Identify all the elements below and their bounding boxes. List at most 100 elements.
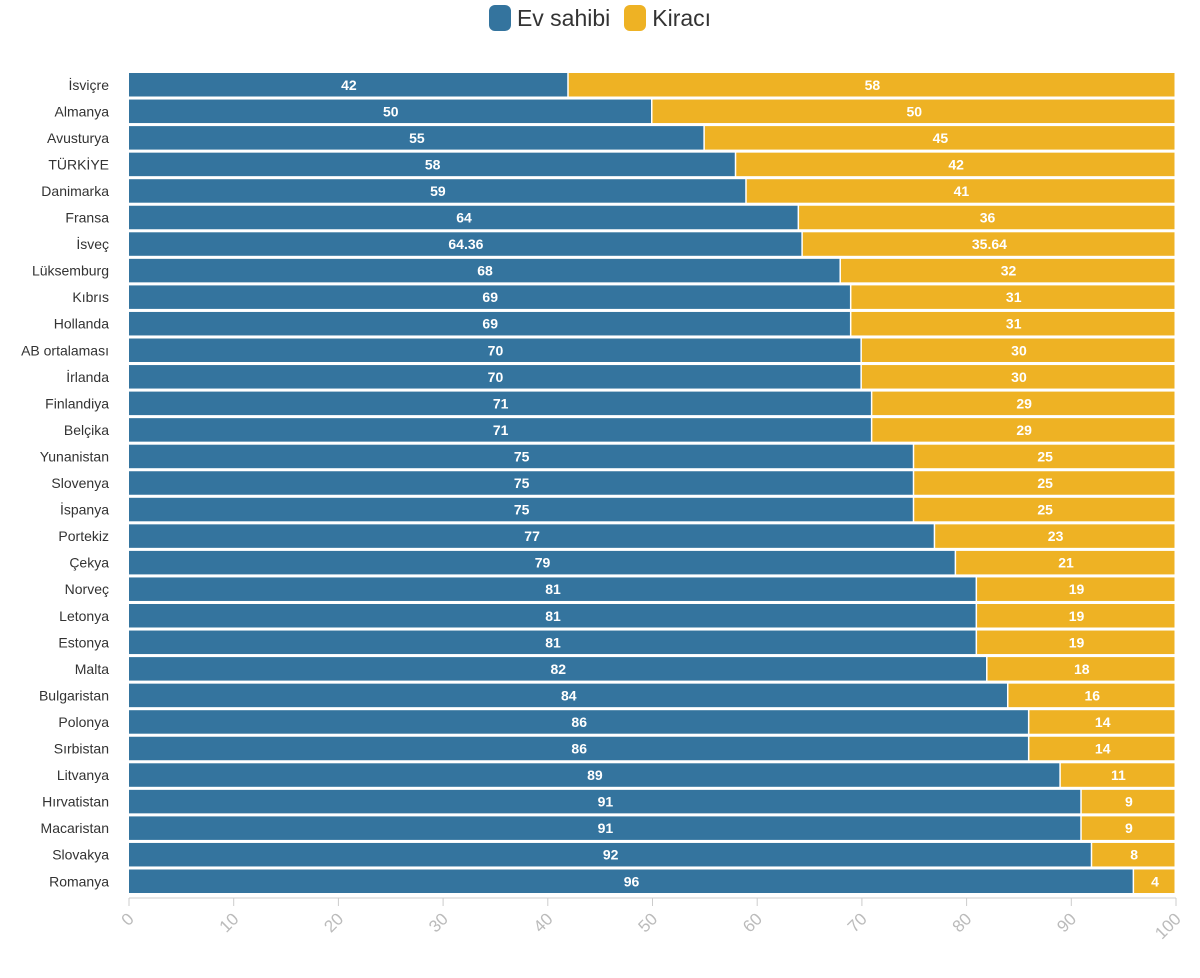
x-tick-label: 50 bbox=[635, 909, 662, 936]
bar-kiraci bbox=[914, 497, 1175, 522]
category-label: Estonya bbox=[58, 634, 109, 650]
bar-ev-sahibi bbox=[129, 630, 976, 655]
category-label: Finlandiya bbox=[45, 395, 109, 411]
legend-swatch-kiraci bbox=[624, 5, 647, 31]
bar-kiraci bbox=[1134, 869, 1175, 893]
legend-item-ev-sahibi[interactable]: Ev sahibi bbox=[488, 4, 611, 32]
x-tick-label: 80 bbox=[949, 909, 976, 936]
bar-kiraci bbox=[935, 524, 1175, 548]
data-label-ev-sahibi: 50 bbox=[383, 103, 399, 119]
category-label: Almanya bbox=[55, 103, 110, 119]
category-label: Litvanya bbox=[57, 767, 109, 783]
bar-kiraci bbox=[840, 258, 1175, 283]
bar-ev-sahibi bbox=[129, 205, 798, 230]
data-label-ev-sahibi: 42 bbox=[341, 77, 357, 93]
bar-ev-sahibi bbox=[129, 577, 976, 601]
data-label-kiraci: 11 bbox=[1111, 767, 1126, 783]
category-label: Bulgaristan bbox=[39, 687, 109, 703]
bar-ev-sahibi bbox=[129, 657, 987, 681]
bar-kiraci bbox=[736, 152, 1175, 177]
bar-kiraci bbox=[704, 126, 1175, 150]
bar-ev-sahibi bbox=[129, 418, 871, 442]
category-label: Kıbrıs bbox=[72, 289, 109, 305]
data-label-ev-sahibi: 71 bbox=[493, 395, 509, 411]
category-label: İsviçre bbox=[69, 76, 110, 93]
bar-kiraci bbox=[1008, 683, 1175, 708]
legend-swatch-ev-sahibi bbox=[488, 5, 511, 31]
bar-ev-sahibi bbox=[129, 391, 871, 416]
data-label-kiraci: 42 bbox=[948, 156, 964, 172]
data-label-kiraci: 29 bbox=[1016, 395, 1032, 411]
bar-kiraci bbox=[746, 179, 1175, 203]
data-label-ev-sahibi: 84 bbox=[561, 687, 577, 703]
bar-ev-sahibi bbox=[129, 73, 568, 97]
data-label-kiraci: 25 bbox=[1037, 448, 1053, 464]
bar-kiraci bbox=[652, 99, 1175, 124]
data-label-kiraci: 14 bbox=[1095, 741, 1111, 757]
bar-kiraci bbox=[851, 285, 1175, 309]
bar-ev-sahibi bbox=[129, 604, 976, 628]
data-label-ev-sahibi: 69 bbox=[482, 289, 498, 305]
data-label-kiraci: 25 bbox=[1037, 475, 1053, 491]
bar-ev-sahibi bbox=[129, 258, 840, 283]
bar-ev-sahibi bbox=[129, 869, 1133, 893]
category-label: Hırvatistan bbox=[42, 794, 109, 810]
x-tick-label: 10 bbox=[216, 909, 243, 936]
category-label: İrlanda bbox=[66, 368, 109, 385]
category-label: İspanya bbox=[60, 501, 109, 518]
data-label-kiraci: 41 bbox=[954, 183, 970, 199]
x-tick-label: 90 bbox=[1053, 909, 1080, 936]
x-tick-label: 70 bbox=[844, 909, 871, 936]
legend-item-kiraci[interactable]: Kiracı bbox=[624, 5, 711, 32]
bar-kiraci bbox=[1081, 789, 1175, 814]
x-tick-label: 0 bbox=[118, 909, 138, 929]
data-label-ev-sahibi: 69 bbox=[482, 316, 498, 332]
category-label: Fransa bbox=[65, 210, 109, 226]
bar-kiraci bbox=[987, 657, 1175, 681]
bar-ev-sahibi bbox=[129, 179, 746, 203]
data-label-ev-sahibi: 68 bbox=[477, 263, 493, 279]
category-label: Çekya bbox=[69, 555, 109, 571]
data-label-kiraci: 30 bbox=[1011, 369, 1027, 385]
category-label: AB ortalaması bbox=[21, 342, 109, 358]
data-label-ev-sahibi: 81 bbox=[545, 581, 561, 597]
data-label-kiraci: 23 bbox=[1048, 528, 1064, 544]
category-label: Sırbistan bbox=[54, 741, 109, 757]
x-tick-label: 60 bbox=[739, 909, 766, 936]
bar-ev-sahibi bbox=[129, 152, 735, 177]
data-label-kiraci: 31 bbox=[1006, 316, 1022, 332]
category-label: Macaristan bbox=[41, 820, 109, 836]
data-label-ev-sahibi: 70 bbox=[488, 369, 504, 385]
bar-ev-sahibi bbox=[129, 444, 913, 469]
bar-kiraci bbox=[977, 577, 1175, 601]
legend: Ev sahibi Kiracı bbox=[0, 0, 1200, 36]
bar-ev-sahibi bbox=[129, 99, 651, 124]
data-label-kiraci: 25 bbox=[1037, 502, 1053, 518]
data-label-ev-sahibi: 86 bbox=[571, 714, 587, 730]
category-label: Romanya bbox=[49, 873, 109, 889]
data-label-kiraci: 31 bbox=[1006, 289, 1022, 305]
bar-ev-sahibi bbox=[129, 524, 934, 548]
bar-kiraci bbox=[1092, 842, 1175, 867]
bar-ev-sahibi bbox=[129, 285, 850, 309]
data-label-ev-sahibi: 92 bbox=[603, 847, 619, 863]
category-label: Norveç bbox=[65, 581, 109, 597]
data-label-ev-sahibi: 91 bbox=[598, 794, 614, 810]
bar-kiraci bbox=[861, 338, 1175, 362]
data-label-kiraci: 19 bbox=[1069, 581, 1085, 597]
category-label: İsveç bbox=[76, 235, 109, 252]
data-label-ev-sahibi: 75 bbox=[514, 448, 530, 464]
bar-kiraci bbox=[568, 73, 1175, 97]
legend-label-ev-sahibi: Ev sahibi bbox=[516, 4, 611, 31]
data-label-kiraci: 9 bbox=[1125, 794, 1133, 810]
data-label-ev-sahibi: 64.36 bbox=[448, 236, 483, 252]
category-label: Slovakya bbox=[52, 847, 109, 863]
data-label-kiraci: 36 bbox=[980, 210, 996, 226]
bar-kiraci bbox=[1060, 763, 1175, 787]
category-label: Polonya bbox=[58, 714, 109, 730]
bar-kiraci bbox=[1029, 710, 1175, 734]
data-label-ev-sahibi: 89 bbox=[587, 767, 603, 783]
bar-ev-sahibi bbox=[129, 126, 704, 150]
bar-kiraci bbox=[872, 418, 1175, 442]
